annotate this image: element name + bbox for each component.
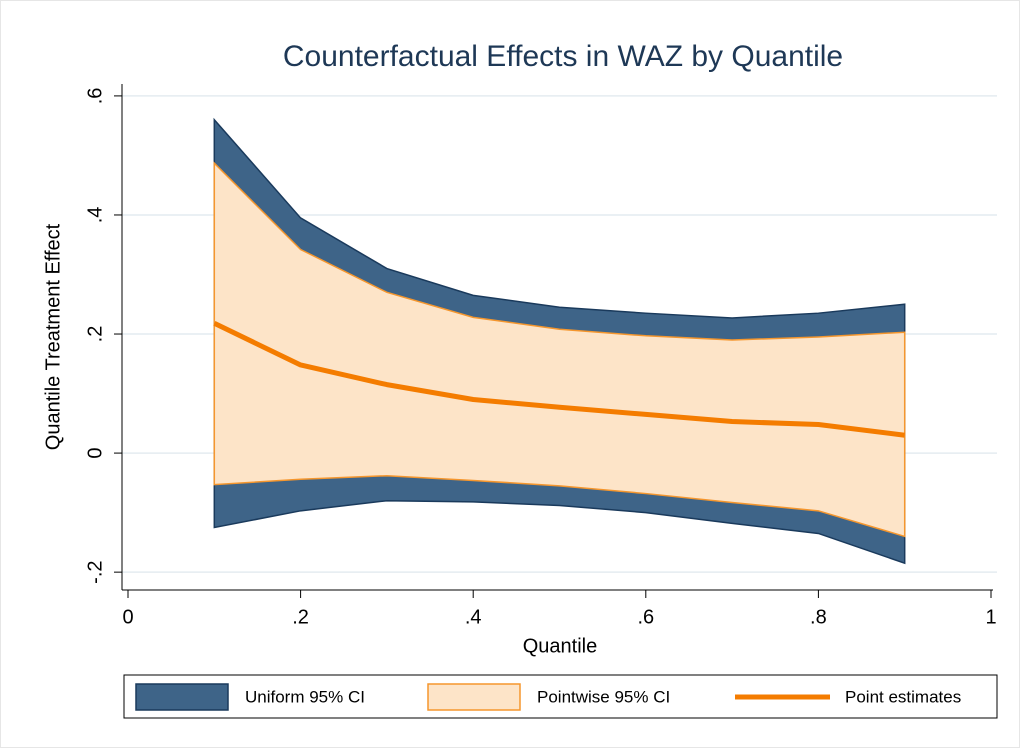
- x-tick-label: 1: [985, 606, 996, 628]
- x-tick-label: .8: [810, 606, 827, 628]
- legend-swatch: [427, 683, 521, 711]
- legend-box: [123, 674, 998, 719]
- y-tick-label: .2: [84, 326, 106, 343]
- legend-swatch: [135, 683, 229, 711]
- x-tick-label: .2: [292, 606, 309, 628]
- x-tick-label: 0: [122, 606, 133, 628]
- x-tick-label: .6: [637, 606, 654, 628]
- x-tick-label: .4: [465, 606, 482, 628]
- y-tick-label: .6: [84, 88, 106, 105]
- y-tick-label: -.2: [84, 560, 106, 583]
- legend-label: Uniform 95% CI: [245, 687, 365, 706]
- legend-label: Pointwise 95% CI: [537, 687, 670, 706]
- y-tick-label: .4: [84, 207, 106, 224]
- ci-band: [213, 161, 906, 538]
- chart-title: Counterfactual Effects in WAZ by Quantil…: [283, 40, 843, 73]
- x-axis-label: Quantile: [523, 635, 598, 657]
- y-axis-label: Quantile Treatment Effect: [42, 223, 64, 450]
- y-tick-label: 0: [84, 448, 106, 459]
- estimate-line: [213, 321, 906, 438]
- legend-label: Point estimates: [845, 687, 961, 706]
